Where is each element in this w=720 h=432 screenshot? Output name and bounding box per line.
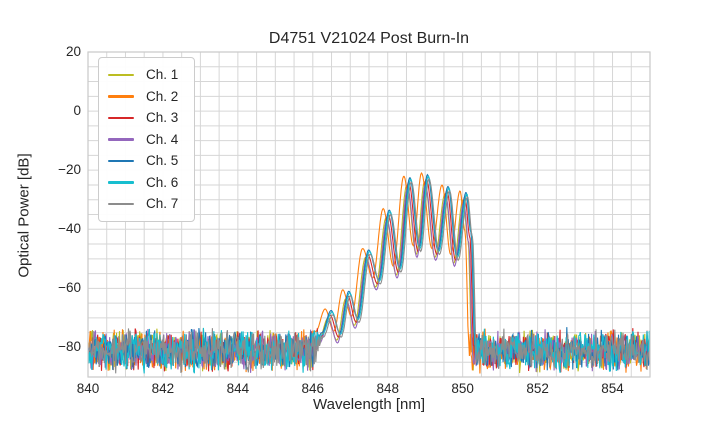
legend-label: Ch. 3 xyxy=(146,110,179,126)
series-line-ch-7 xyxy=(88,177,650,374)
x-tick-label: 844 xyxy=(226,381,250,396)
legend-label: Ch. 7 xyxy=(146,196,179,212)
x-tick-label: 840 xyxy=(76,381,100,396)
x-tick-label: 842 xyxy=(151,381,175,396)
y-tick-label: 20 xyxy=(65,44,81,59)
legend-label: Ch. 4 xyxy=(146,131,179,147)
legend-entry: Ch. 6 xyxy=(108,172,178,194)
x-axis-label: Wavelength [nm] xyxy=(313,396,425,413)
legend-entry: Ch. 5 xyxy=(108,150,178,172)
legend-entry: Ch. 1 xyxy=(108,64,178,86)
legend-line-sample xyxy=(108,159,134,162)
axes-border xyxy=(87,51,651,378)
x-tick-label: 850 xyxy=(451,381,474,396)
y-tick-label: −40 xyxy=(58,221,81,237)
series-traces xyxy=(88,172,650,374)
legend-label: Ch. 6 xyxy=(146,174,179,190)
legend: Ch. 1 Ch. 2 Ch. 3 Ch. 4 Ch. 5 Ch. 6 Ch. 7 xyxy=(98,57,196,222)
y-tick-label: 0 xyxy=(73,103,81,119)
legend-line-sample xyxy=(108,95,134,98)
x-tick-label: 846 xyxy=(301,381,325,396)
y-tick-label: −80 xyxy=(58,339,81,355)
legend-line-sample xyxy=(108,181,134,184)
y-tick-label: −60 xyxy=(58,280,81,296)
legend-line-sample xyxy=(108,202,134,205)
series-line-ch-6 xyxy=(88,175,650,374)
legend-entry: Ch. 7 xyxy=(108,193,178,215)
legend-label: Ch. 2 xyxy=(146,88,179,104)
x-tick-label: 852 xyxy=(526,381,549,396)
y-tick-label: −20 xyxy=(58,162,81,178)
legend-entry: Ch. 4 xyxy=(108,129,178,151)
legend-line-sample xyxy=(108,138,134,141)
legend-line-sample xyxy=(108,73,134,76)
legend-line-sample xyxy=(108,116,134,119)
legend-entry: Ch. 3 xyxy=(108,107,178,129)
legend-label: Ch. 1 xyxy=(146,67,179,83)
x-tick-label: 848 xyxy=(376,381,399,396)
legend-label: Ch. 5 xyxy=(146,153,179,169)
legend-entry: Ch. 2 xyxy=(108,86,178,108)
chart-title: D4751 V21024 Post Burn-In xyxy=(268,30,470,47)
x-tick-label: 854 xyxy=(601,381,624,396)
y-axis-label: Optical Power [dB] xyxy=(15,153,33,278)
